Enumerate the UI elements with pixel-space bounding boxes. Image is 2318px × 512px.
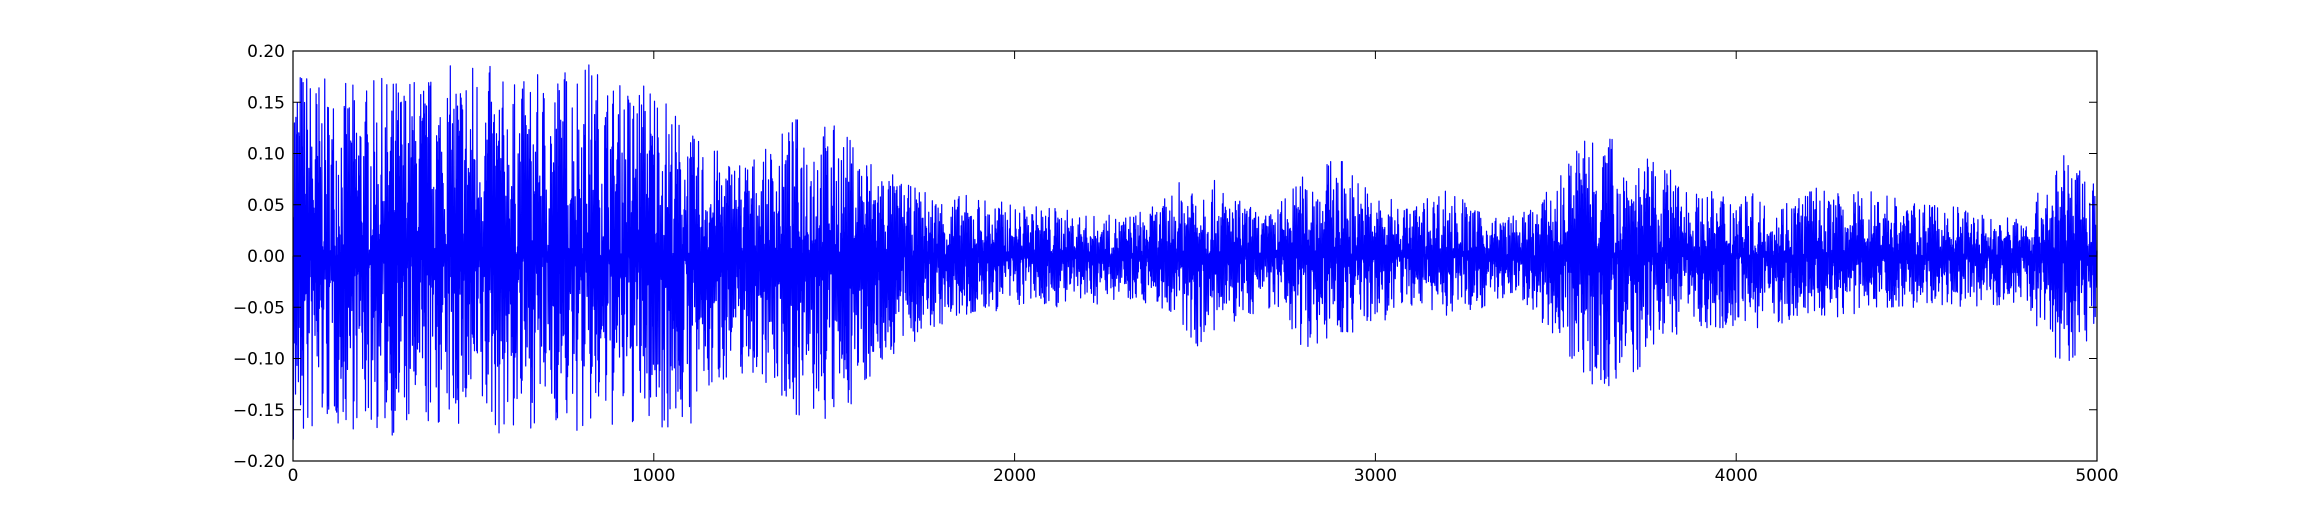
x-tick-label: 4000 [1715, 466, 1758, 486]
y-tick-label: 0.00 [247, 247, 285, 267]
y-tick-label: 0.15 [247, 93, 285, 113]
x-tick-labels: 0 1000 2000 3000 4000 5000 [288, 466, 2119, 486]
x-tick-label: 1000 [632, 466, 675, 486]
signal-line [292, 64, 2098, 440]
y-tick-label: 0.05 [247, 196, 285, 216]
y-tick-label: −0.10 [233, 350, 285, 370]
y-tick-label: 0.20 [247, 42, 285, 62]
tick-marks [292, 50, 2098, 462]
x-tick-label: 2000 [993, 466, 1036, 486]
y-tick-label: 0.10 [247, 145, 285, 165]
x-tick-label: 3000 [1354, 466, 1397, 486]
x-tick-label: 5000 [2075, 466, 2118, 486]
y-tick-labels: −0.20 −0.15 −0.10 −0.05 0.00 0.05 0.10 0.15 0.20 [233, 42, 285, 472]
x-tick-label: 0 [288, 466, 299, 486]
y-tick-label: −0.20 [233, 452, 285, 472]
y-tick-label: −0.15 [233, 401, 285, 421]
signal-series [292, 64, 2098, 440]
y-tick-label: −0.05 [233, 298, 285, 318]
